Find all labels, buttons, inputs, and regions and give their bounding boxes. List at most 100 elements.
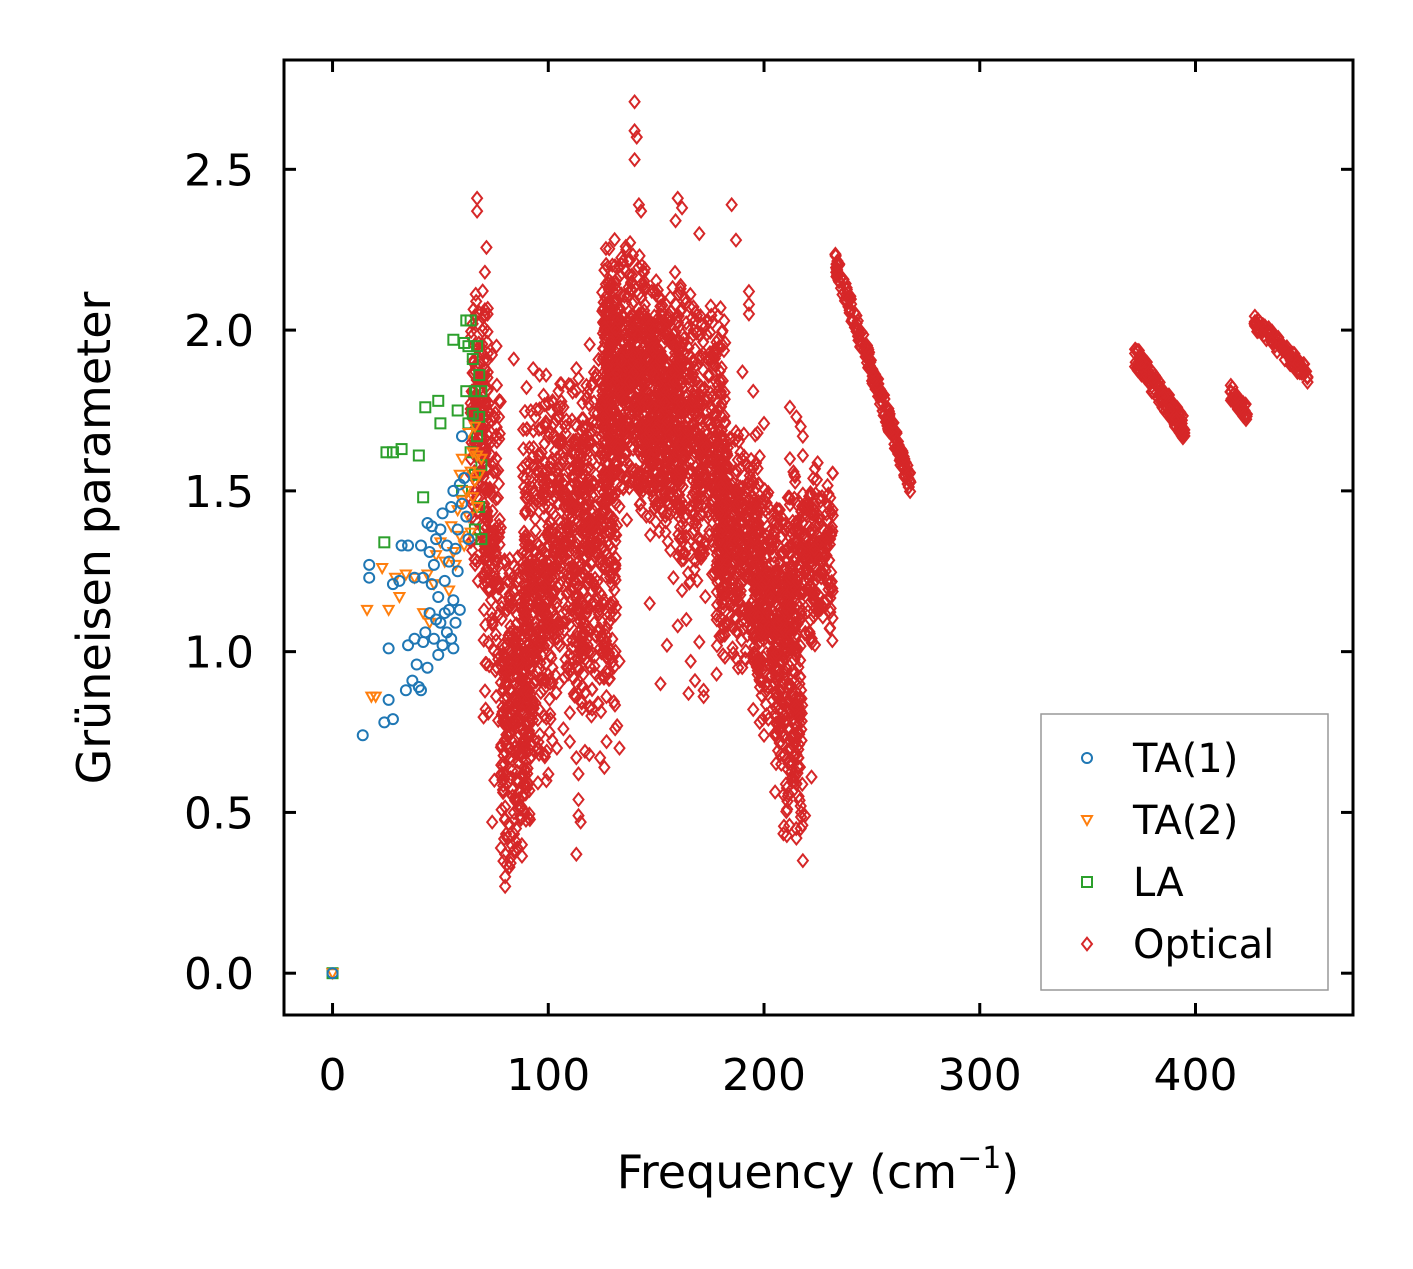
- data-point-optical: [505, 762, 519, 779]
- data-point-la: [378, 536, 391, 549]
- data-point-optical: [734, 444, 747, 461]
- data-point-optical: [805, 499, 818, 515]
- data-point-optical: [520, 379, 533, 396]
- data-point-optical: [479, 500, 492, 517]
- data-point-optical: [651, 375, 665, 392]
- data-point-optical: [466, 353, 480, 370]
- data-point-ta-1-: [438, 574, 451, 587]
- data-point-ta-1-: [402, 539, 415, 552]
- data-point-optical: [742, 306, 756, 322]
- data-point-optical: [560, 526, 574, 542]
- data-point-optical: [723, 514, 736, 531]
- data-point-optical: [543, 706, 557, 723]
- data-point-optical: [795, 584, 809, 601]
- data-point-optical: [640, 508, 653, 525]
- data-point-optical: [525, 695, 539, 712]
- data-point-optical: [492, 576, 506, 593]
- data-point-optical: [807, 524, 821, 541]
- data-point-optical: [773, 655, 787, 672]
- data-point-optical: [617, 420, 631, 437]
- data-point-optical: [778, 663, 792, 680]
- data-point-optical: [775, 528, 788, 545]
- data-point-optical: [600, 517, 613, 534]
- data-point-optical: [790, 830, 803, 846]
- data-point-ta-2-: [399, 569, 413, 582]
- data-point-optical: [684, 653, 697, 670]
- data-point-optical: [578, 743, 592, 760]
- data-point-optical: [768, 784, 782, 800]
- data-point-optical: [575, 638, 589, 654]
- data-point-la: [451, 404, 464, 417]
- data-point-optical: [710, 557, 723, 574]
- data-point-optical: [702, 366, 716, 383]
- data-point-optical: [722, 469, 735, 486]
- data-point-optical: [656, 351, 670, 368]
- data-point-optical: [490, 377, 504, 394]
- data-point-optical: [585, 708, 598, 724]
- data-point-optical: [822, 581, 835, 598]
- data-point-optical: [755, 687, 768, 704]
- data-point-optical: [751, 660, 765, 676]
- data-point-ta-2-: [416, 608, 430, 621]
- data-point-optical: [607, 400, 620, 417]
- data-point-optical: [757, 727, 771, 744]
- data-point-ta-2-: [463, 466, 478, 479]
- data-point-optical: [1134, 354, 1148, 371]
- data-point-optical: [767, 548, 781, 564]
- data-point-optical: [710, 666, 723, 683]
- data-point-optical: [672, 308, 685, 324]
- data-point-optical: [688, 561, 701, 578]
- data-point-ta-2-: [442, 585, 456, 598]
- data-point-optical: [606, 283, 620, 300]
- data-point-optical: [1291, 355, 1304, 372]
- data-point-optical: [639, 321, 652, 337]
- data-point-ta-1-: [432, 648, 445, 661]
- data-point-optical: [695, 349, 709, 365]
- data-point-optical: [658, 486, 671, 503]
- data-point-ta-1-: [425, 578, 438, 591]
- data-point-optical: [602, 293, 616, 310]
- data-point-optical: [489, 427, 503, 444]
- x-tick-labels: 0 100 200 300 400: [319, 1050, 1238, 1101]
- data-point-optical: [723, 491, 736, 508]
- data-point-optical: [672, 526, 685, 543]
- data-point-optical: [645, 340, 659, 357]
- data-point-optical: [560, 632, 574, 648]
- data-point-optical: [492, 517, 506, 534]
- data-point-optical: [764, 590, 778, 606]
- data-point-optical: [610, 411, 623, 428]
- data-point-optical: [519, 617, 532, 634]
- data-point-optical: [635, 289, 648, 306]
- data-point-optical: [604, 334, 618, 351]
- data-point-optical: [732, 484, 745, 500]
- data-point-optical: [891, 445, 905, 462]
- legend-marker: [1080, 815, 1094, 828]
- data-point-optical: [503, 859, 516, 875]
- data-point-optical: [575, 423, 589, 440]
- data-point-optical: [649, 273, 663, 289]
- data-point-optical: [748, 530, 761, 546]
- data-point-optical: [600, 358, 614, 374]
- data-point-optical: [595, 614, 609, 631]
- data-point-optical: [775, 756, 788, 773]
- data-point-optical: [517, 802, 531, 819]
- data-point-optical: [485, 814, 499, 830]
- data-point-optical: [479, 655, 492, 672]
- data-point-la: [412, 449, 425, 462]
- data-point-optical: [646, 399, 660, 415]
- data-point-ta-2-: [453, 530, 467, 543]
- data-point-optical: [518, 730, 531, 747]
- data-point-optical: [674, 476, 687, 492]
- data-point-optical: [503, 573, 517, 590]
- data-point-ta-1-: [414, 539, 427, 552]
- data-point-optical: [813, 515, 826, 532]
- plot-area: [325, 93, 1314, 981]
- data-point-optical: [689, 475, 703, 492]
- data-point-optical: [515, 836, 529, 853]
- data-point-optical: [728, 597, 741, 614]
- data-point-optical: [790, 585, 804, 602]
- data-point-optical: [487, 643, 501, 659]
- data-point-ta-1-: [386, 578, 399, 591]
- data-point-optical: [503, 551, 516, 567]
- data-point-optical: [596, 467, 609, 484]
